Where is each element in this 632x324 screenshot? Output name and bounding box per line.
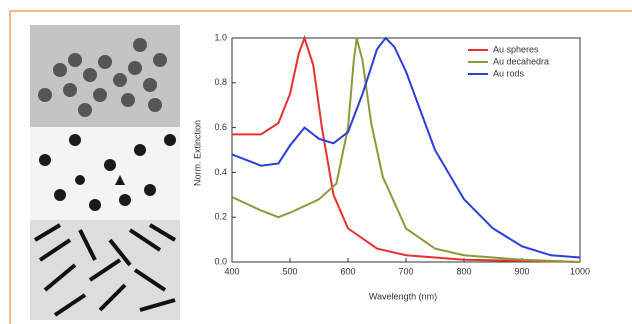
micrograph-decahedra [30, 127, 180, 220]
data-line [231, 36, 581, 259]
y-tick-label: 0.4 [214, 167, 227, 177]
x-tick-label: 500 [282, 266, 297, 276]
micrographs [30, 25, 180, 320]
x-tick-label: 800 [456, 266, 471, 276]
micrograph-spheres [30, 25, 180, 127]
x-tick-label: 900 [514, 266, 529, 276]
y-tick-label: 1.0 [214, 32, 227, 42]
x-tick-label: 400 [224, 266, 239, 276]
legend-label: Au decahedra [493, 56, 549, 66]
legend-label: Au spheres [493, 44, 539, 54]
y-axis-label: Norm. Extinction [192, 120, 202, 186]
x-tick-label: 1000 [570, 266, 590, 276]
x-tick-label: 700 [398, 266, 413, 276]
y-tick-label: 0.2 [214, 212, 227, 222]
y-tick-label: 0.6 [214, 122, 227, 132]
y-tick-label: 0.0 [214, 256, 227, 266]
x-axis-label: Wavelength (nm) [369, 291, 437, 301]
x-tick-label: 600 [340, 266, 355, 276]
data-line [232, 34, 581, 263]
data-line [231, 37, 581, 263]
y-tick-label: 0.8 [214, 77, 227, 87]
legend-label: Au rods [493, 68, 525, 78]
